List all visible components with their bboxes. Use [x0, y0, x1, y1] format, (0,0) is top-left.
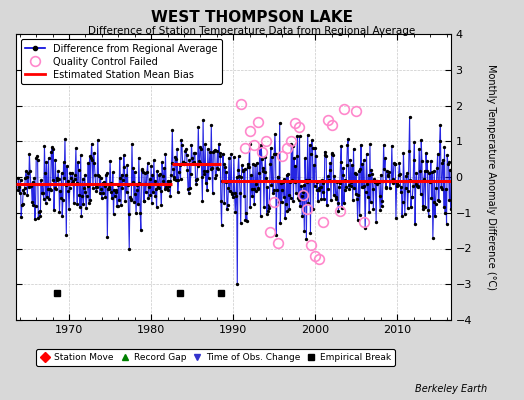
Y-axis label: Monthly Temperature Anomaly Difference (°C): Monthly Temperature Anomaly Difference (… [486, 64, 496, 290]
Text: WEST THOMPSON LAKE: WEST THOMPSON LAKE [150, 10, 353, 25]
Text: Difference of Station Temperature Data from Regional Average: Difference of Station Temperature Data f… [88, 26, 415, 36]
Legend: Station Move, Record Gap, Time of Obs. Change, Empirical Break: Station Move, Record Gap, Time of Obs. C… [36, 349, 395, 366]
Text: Berkeley Earth: Berkeley Earth [415, 384, 487, 394]
